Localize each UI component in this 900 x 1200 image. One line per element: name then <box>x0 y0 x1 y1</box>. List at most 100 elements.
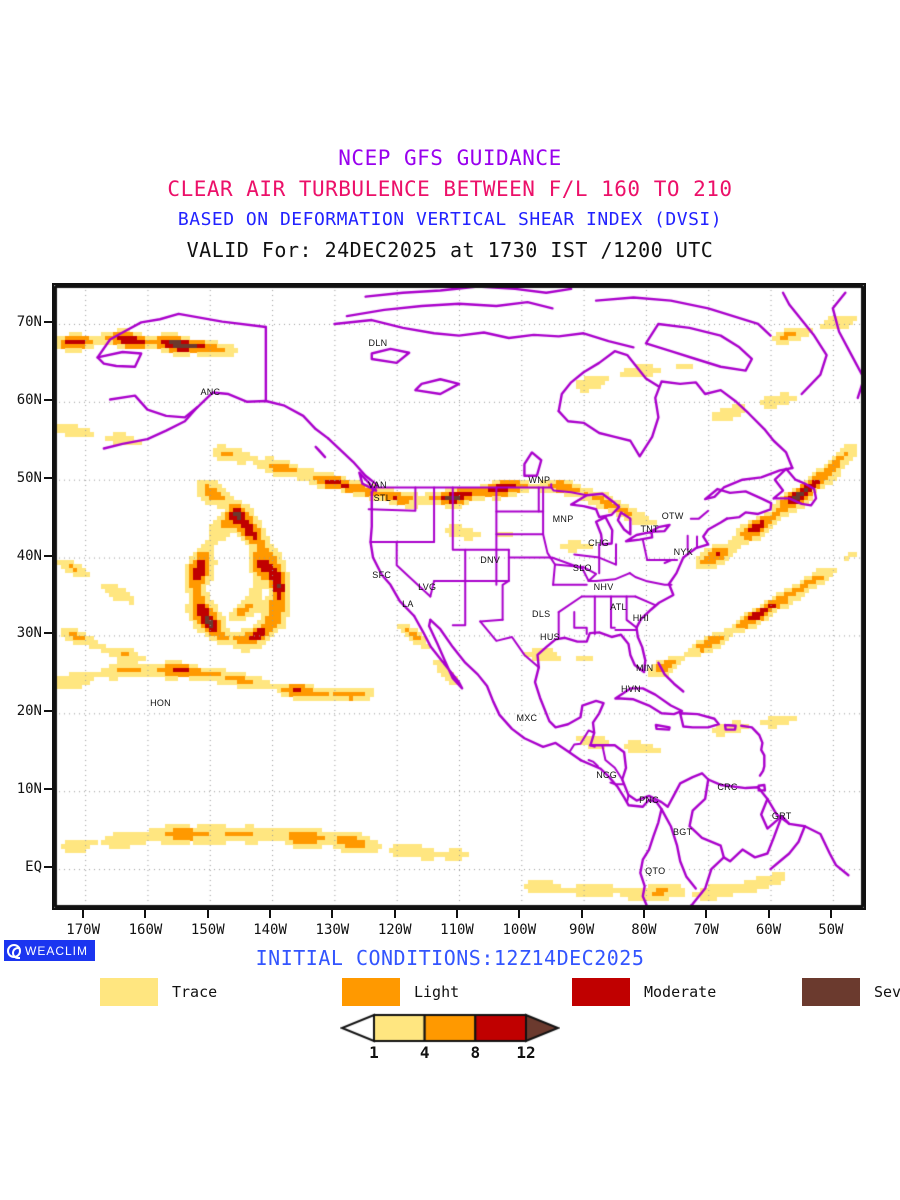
latitude-tick-mark <box>44 554 52 557</box>
city-label: OTW <box>661 510 684 521</box>
legend-color-swatch <box>802 978 860 1006</box>
longitude-tick-label: 110W <box>440 922 474 938</box>
city-label: HVN <box>621 684 641 695</box>
longitude-tick-mark <box>705 910 708 918</box>
longitude-tick-label: 120W <box>377 922 412 938</box>
longitude-tick-mark <box>269 910 272 918</box>
longitude-tick-label: 150W <box>190 922 225 938</box>
city-label: WNP <box>528 475 551 486</box>
map-frame[interactable]: ANC DLN VAN STL WNP MNP CHG TNT OTW NYK DNV SLO SFC L… <box>52 283 866 910</box>
city-label: MIN <box>635 663 654 674</box>
longitude-tick-mark <box>82 910 85 918</box>
longitude-tick-label: 170W <box>66 922 100 938</box>
latitude-axis: 70N 60N 50N 40N 30N 20N 10N EQ <box>0 283 52 910</box>
longitude-tick-label: 130W <box>315 922 350 938</box>
latitude-tick-mark <box>44 788 52 791</box>
legend-item: Severe <box>802 978 900 1006</box>
latitude-tick-label: 70N <box>16 313 42 330</box>
city-label: CHG <box>588 537 610 548</box>
longitude-tick-label: 50W <box>818 922 844 938</box>
category-legend: Trace Light Moderate Severe <box>52 978 900 1012</box>
longitude-tick-label: 140W <box>253 922 287 938</box>
longitude-tick-label: 100W <box>502 922 537 938</box>
latitude-tick-label: EQ <box>25 859 42 876</box>
latitude-tick-mark <box>44 398 52 401</box>
longitude-tick-mark <box>393 910 396 918</box>
longitude-tick-label: 160W <box>128 922 163 938</box>
city-label: BGT <box>672 827 693 838</box>
colorbar-tick-label: 8 <box>470 1043 481 1062</box>
city-label: QTO <box>645 865 666 876</box>
latitude-tick-label: 30N <box>16 625 42 642</box>
colorbar-tick-label: 1 <box>369 1043 379 1062</box>
legend-item: Trace <box>100 978 217 1006</box>
title-subtitle-product: CLEAR AIR TURBULENCE BETWEEN F/L 160 TO … <box>167 177 733 201</box>
longitude-tick-mark <box>580 910 583 918</box>
latitude-tick-label: 60N <box>16 391 42 408</box>
city-label: NCG <box>596 769 618 780</box>
latitude-tick-mark <box>44 866 52 869</box>
legend-label: Trace <box>172 983 218 1001</box>
longitude-tick-mark <box>331 910 334 918</box>
latitude-tick-mark <box>44 476 52 479</box>
title-valid-time: VALID For: 24DEC2025 at 1730 IST /1200 U… <box>186 238 714 262</box>
city-label: ANC <box>200 387 221 398</box>
longitude-axis: 170W 160W 150W 140W 130W 120W 110W 100W 90W 80W 70… <box>52 910 866 944</box>
initial-conditions-text: INITIAL CONDITIONS:12Z14DEC2025 <box>255 946 645 970</box>
longitude-tick-mark <box>642 910 645 918</box>
city-label: DLN <box>368 338 388 349</box>
longitude-tick-mark <box>767 910 770 918</box>
longitude-tick-label: 60W <box>755 922 782 938</box>
latitude-tick-mark <box>44 710 52 713</box>
city-label: TNT <box>640 523 659 534</box>
city-label: PNC <box>639 794 659 805</box>
city-label: HUS <box>540 631 560 642</box>
city-label: HON <box>150 698 171 709</box>
legend-color-swatch <box>100 978 158 1006</box>
legend-label: Light <box>414 983 460 1001</box>
city-label: MXC <box>516 712 538 723</box>
city-label: NHV <box>593 582 614 593</box>
legend-item: Moderate <box>572 978 716 1006</box>
city-label: NYK <box>673 547 693 558</box>
longitude-tick-label: 80W <box>631 922 657 938</box>
city-label: VAN <box>368 480 387 491</box>
colorbar-tick-label: 4 <box>419 1043 430 1062</box>
title-subtitle-method: BASED ON DEFORMATION VERTICAL SHEAR INDE… <box>177 209 723 230</box>
legend-item: Light <box>342 978 459 1006</box>
city-label: LA <box>402 598 414 609</box>
latitude-tick-label: 50N <box>16 469 42 486</box>
city-label: LVG <box>418 582 437 593</box>
longitude-tick-label: 90W <box>568 922 595 938</box>
longitude-tick-label: 70W <box>693 922 719 938</box>
city-label: ATL <box>610 601 627 612</box>
latitude-tick-label: 10N <box>16 781 42 798</box>
latitude-tick-label: 20N <box>16 703 42 720</box>
legend-color-swatch <box>572 978 630 1006</box>
longitude-tick-mark <box>456 910 458 918</box>
weaclim-logo-text: WEACLIM <box>25 943 89 958</box>
colorbar-tick-label: 12 <box>516 1043 536 1062</box>
city-label: STL <box>373 493 392 504</box>
weaclim-logo: WEACLIM <box>4 940 96 961</box>
city-label: DLS <box>532 608 551 619</box>
city-label: GRT <box>771 811 792 822</box>
title-block: NCEP GFS GUIDANCE CLEAR AIR TURBULENCE B… <box>0 0 900 262</box>
city-label: HHI <box>632 613 650 624</box>
colorbar-group: 1 4 8 12 <box>340 1013 560 1065</box>
city-label: SLO <box>572 563 592 574</box>
longitude-tick-mark <box>829 910 832 918</box>
city-label: DNV <box>480 554 501 565</box>
legend-color-swatch <box>342 978 400 1006</box>
cat-forecast-map[interactable] <box>54 285 864 908</box>
page-title: NCEP GFS GUIDANCE <box>338 146 562 170</box>
legend-label: Severe <box>874 983 900 1001</box>
city-label: MNP <box>552 514 574 525</box>
circle-c-icon <box>7 943 21 959</box>
legend-label: Moderate <box>644 983 717 1001</box>
dvsi-colorbar <box>340 1013 560 1043</box>
latitude-tick-mark <box>44 632 52 635</box>
city-label: CRC <box>717 782 738 793</box>
longitude-tick-mark <box>206 910 209 918</box>
longitude-tick-mark <box>518 910 521 918</box>
